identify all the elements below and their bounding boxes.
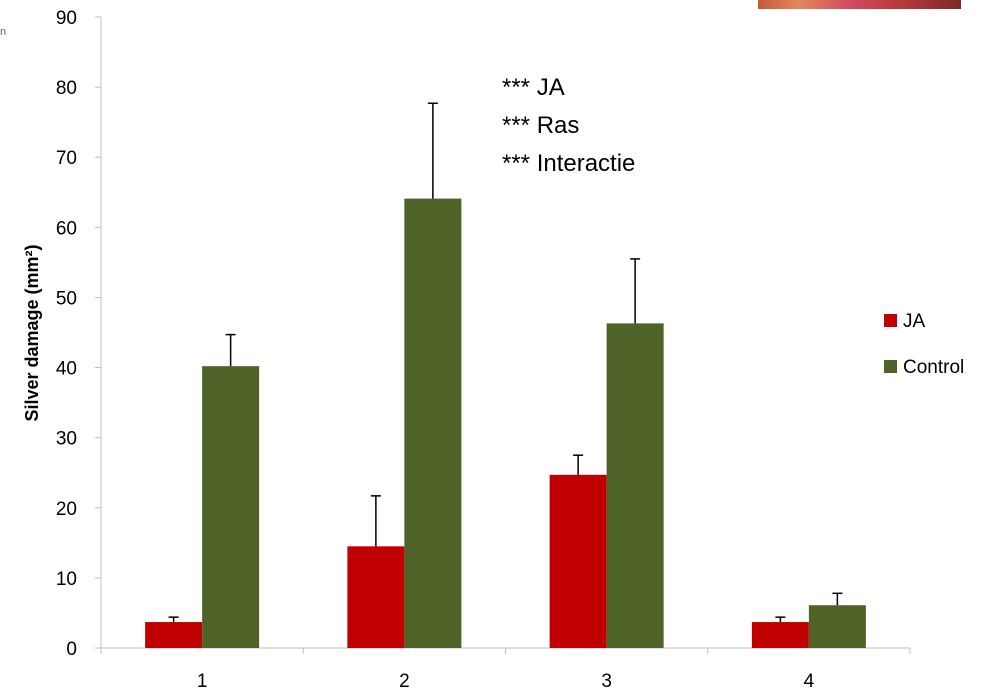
bar-control	[404, 198, 462, 649]
significance-annotation: *** JA	[502, 74, 565, 101]
y-tick-label: 60	[56, 218, 77, 239]
y-tick-label: 30	[56, 429, 77, 450]
bar-ja	[347, 546, 405, 648]
legend-label-control: Control	[903, 357, 964, 378]
x-tick-label: 1	[197, 671, 208, 691]
legend-swatch-ja	[884, 314, 897, 327]
photo-fragment	[758, 0, 961, 9]
corner-letter: n	[0, 26, 7, 38]
y-tick-label: 20	[56, 499, 77, 520]
y-tick-label: 40	[56, 359, 77, 380]
bar-ja	[145, 622, 203, 648]
x-tick-label: 4	[804, 671, 815, 691]
error-bars	[168, 102, 843, 623]
y-axis-title: Silver damage (mm²)	[22, 244, 42, 421]
y-tick-label: 0	[66, 639, 77, 660]
x-axis: 1 2 3 4	[100, 647, 911, 691]
bar-control	[808, 605, 866, 648]
significance-annotation: *** Ras	[502, 112, 579, 139]
bars	[145, 198, 866, 649]
legend: JA Control	[884, 311, 964, 378]
bar-ja	[751, 622, 809, 648]
significance-annotation: *** Interactie	[502, 150, 635, 177]
x-tick-label: 2	[399, 671, 410, 691]
y-tick-label: 90	[56, 8, 77, 29]
annotations: *** JA *** Ras *** Interactie	[502, 74, 635, 177]
legend-label-ja: JA	[903, 311, 926, 332]
y-tick-label: 70	[56, 148, 77, 169]
x-tick-label: 3	[601, 671, 612, 691]
y-tick-label: 80	[56, 78, 77, 99]
bar-control	[202, 366, 260, 648]
bar-control	[606, 323, 664, 648]
bar-ja	[549, 474, 607, 648]
y-tick-label: 10	[56, 569, 77, 590]
legend-swatch-control	[884, 360, 897, 373]
y-tick-label: 50	[56, 288, 77, 309]
y-axis: 0 10 20 30 40 50 60 70 80 90	[56, 8, 102, 660]
